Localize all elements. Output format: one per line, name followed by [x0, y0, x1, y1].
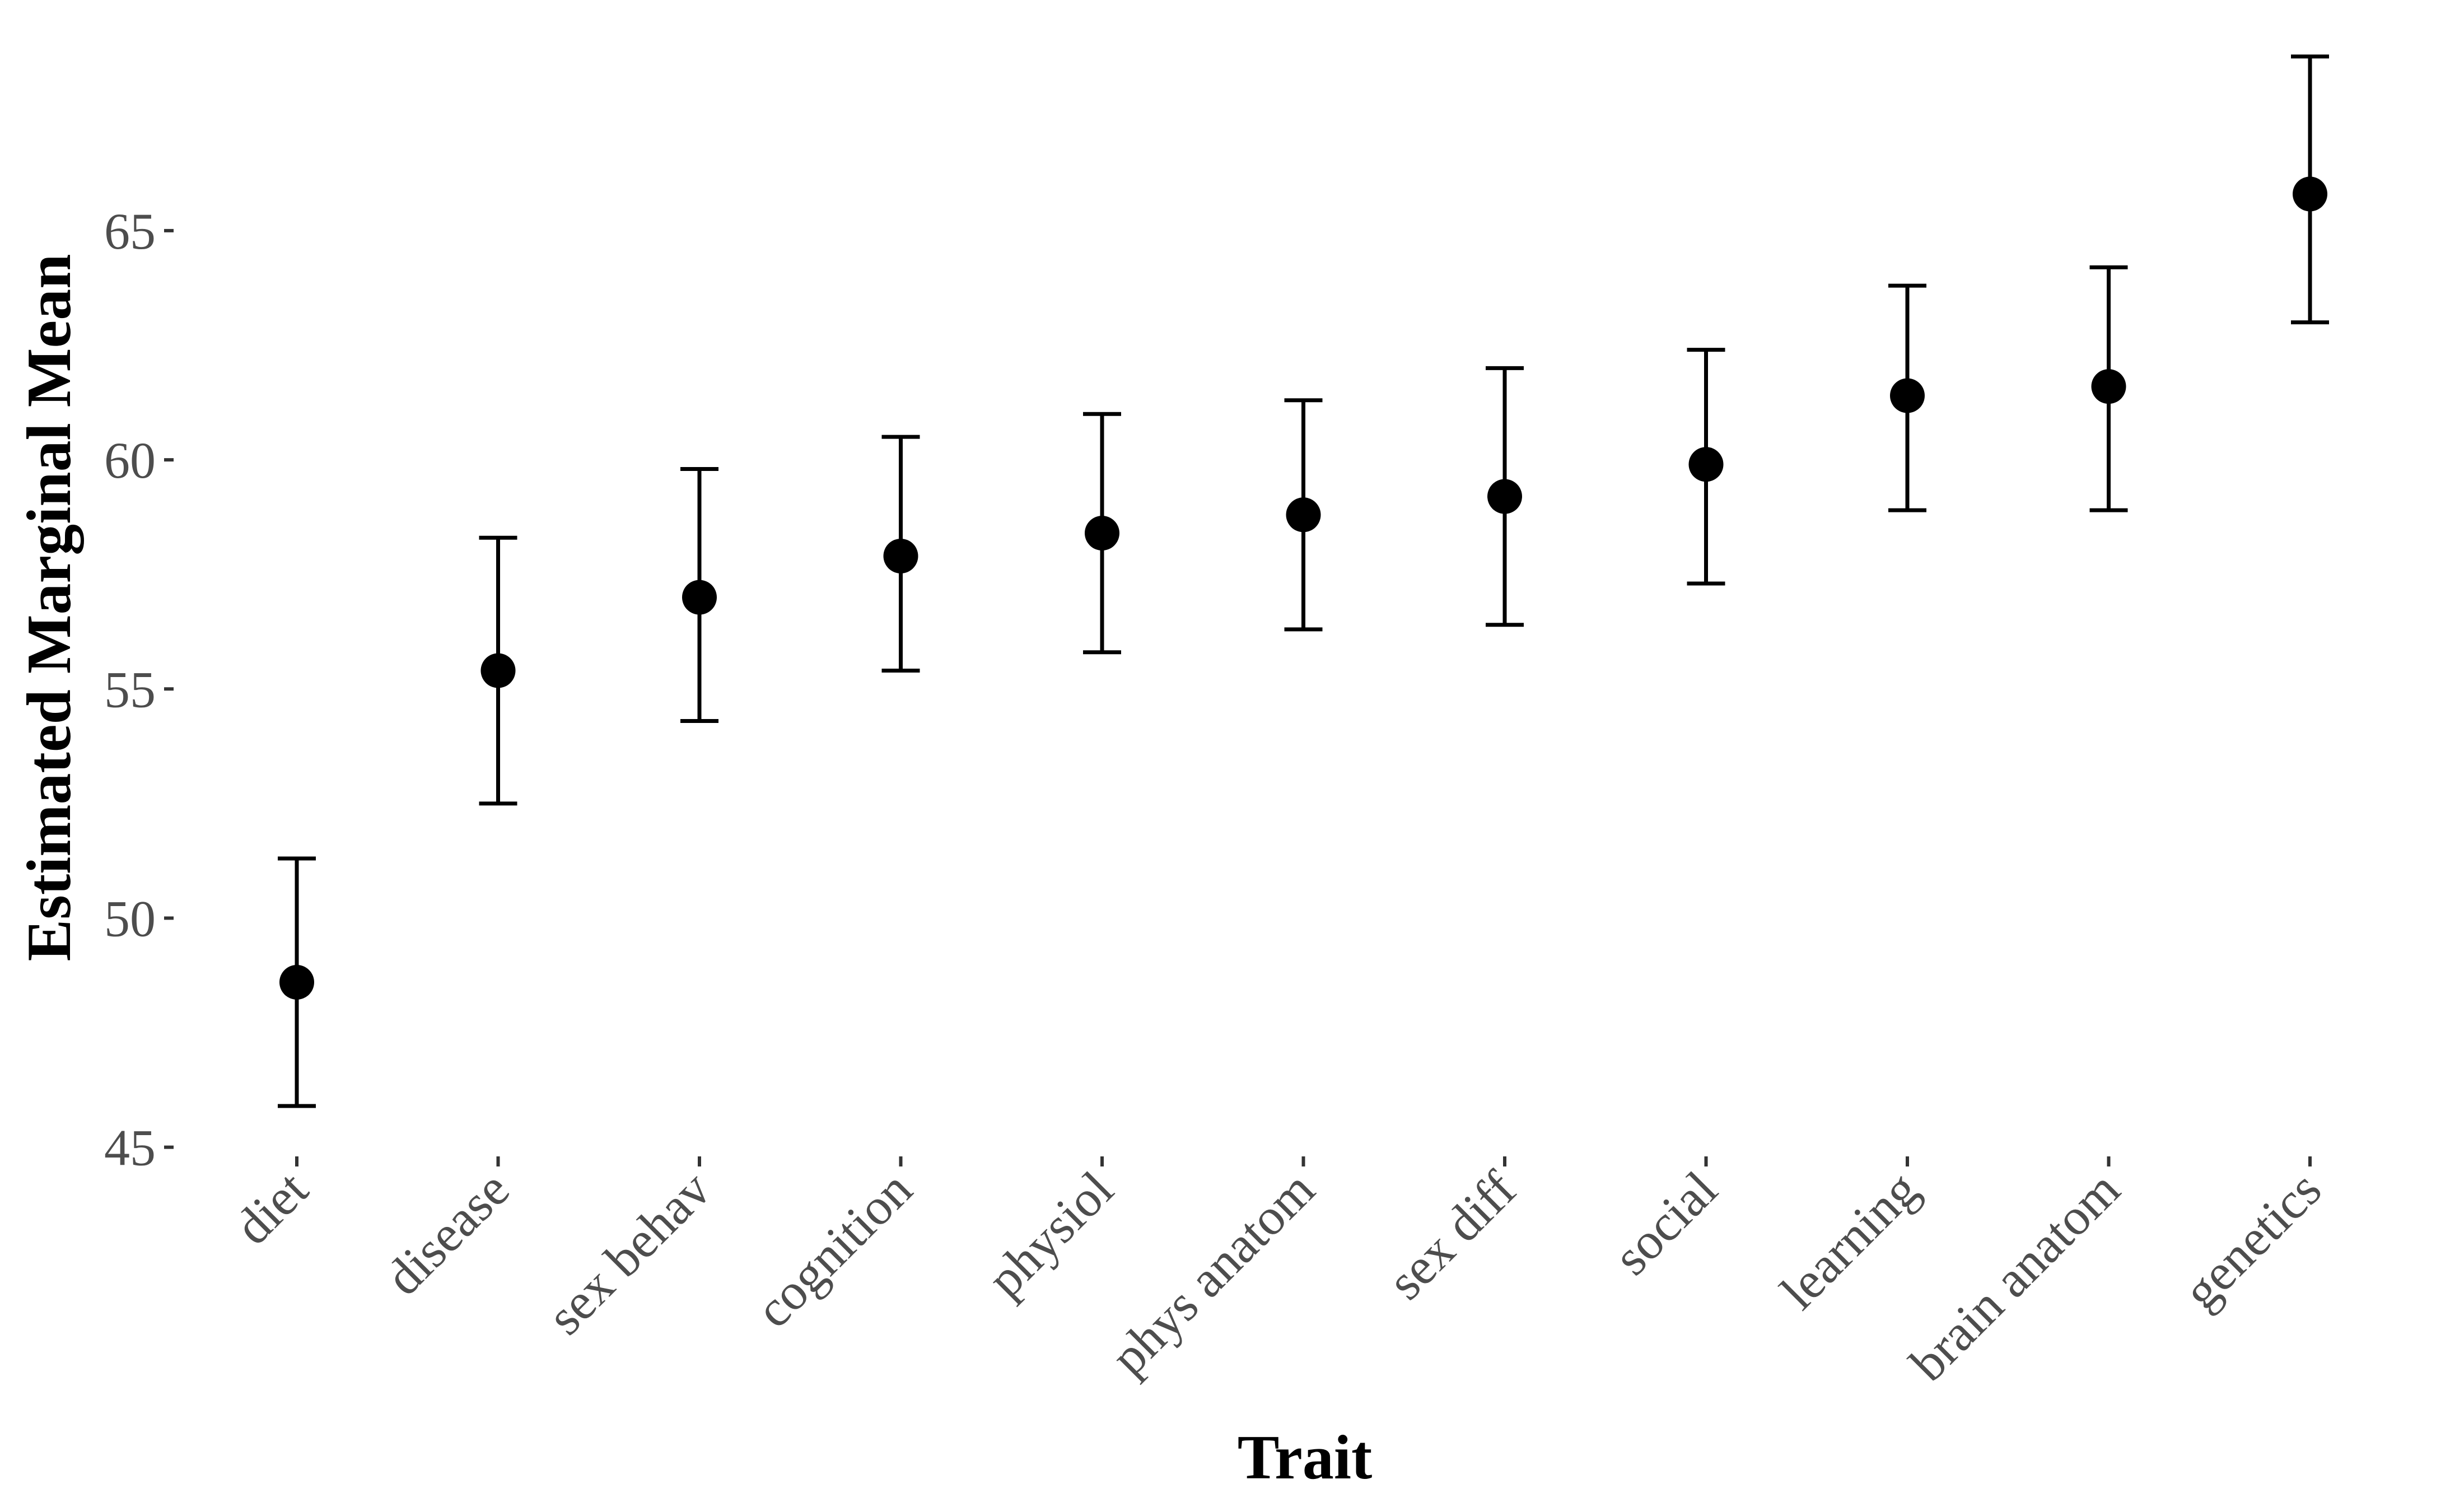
- data-point: [1688, 447, 1724, 482]
- x-tick-label: phys anatom: [1100, 1160, 1326, 1386]
- x-tick-label: sex diff: [1376, 1160, 1527, 1310]
- x-axis-title: Trait: [1238, 1423, 1373, 1492]
- x-tick-label: cognition: [745, 1160, 923, 1338]
- y-tick-label: 45: [104, 1119, 156, 1177]
- data-point: [480, 653, 516, 688]
- data-point: [1085, 516, 1119, 551]
- data-point: [883, 538, 918, 573]
- error-bars: [278, 54, 2329, 1108]
- x-tick-label: brain anatom: [1899, 1160, 2131, 1392]
- x-tick-label: genetics: [2172, 1160, 2332, 1320]
- data-point: [2091, 369, 2126, 404]
- x-tick-label: sex behav: [536, 1160, 721, 1345]
- y-axis: 45 50 55 60 65: [104, 203, 174, 1177]
- x-tick-label: learning: [1770, 1160, 1929, 1320]
- y-tick-label: 55: [104, 661, 156, 718]
- data-point: [682, 580, 717, 615]
- y-tick-label: 60: [104, 432, 156, 489]
- x-tick-label: diet: [223, 1160, 319, 1256]
- data-point: [1487, 479, 1522, 514]
- x-tick-label: physiol: [976, 1160, 1124, 1308]
- data-point: [2293, 176, 2327, 212]
- x-axis: diet disease sex behav cognition physiolphys…: [223, 1156, 2332, 1392]
- x-tick-label: social: [1603, 1160, 1728, 1286]
- y-tick-label: 50: [104, 890, 156, 947]
- y-tick-label: 65: [104, 203, 156, 260]
- data-point: [1286, 497, 1321, 533]
- data-points: [279, 176, 2327, 1000]
- y-axis-title: Estimated Marginal Mean: [15, 254, 84, 962]
- data-point: [279, 965, 314, 1000]
- data-point: [1890, 378, 1925, 413]
- x-tick-label: disease: [375, 1160, 520, 1306]
